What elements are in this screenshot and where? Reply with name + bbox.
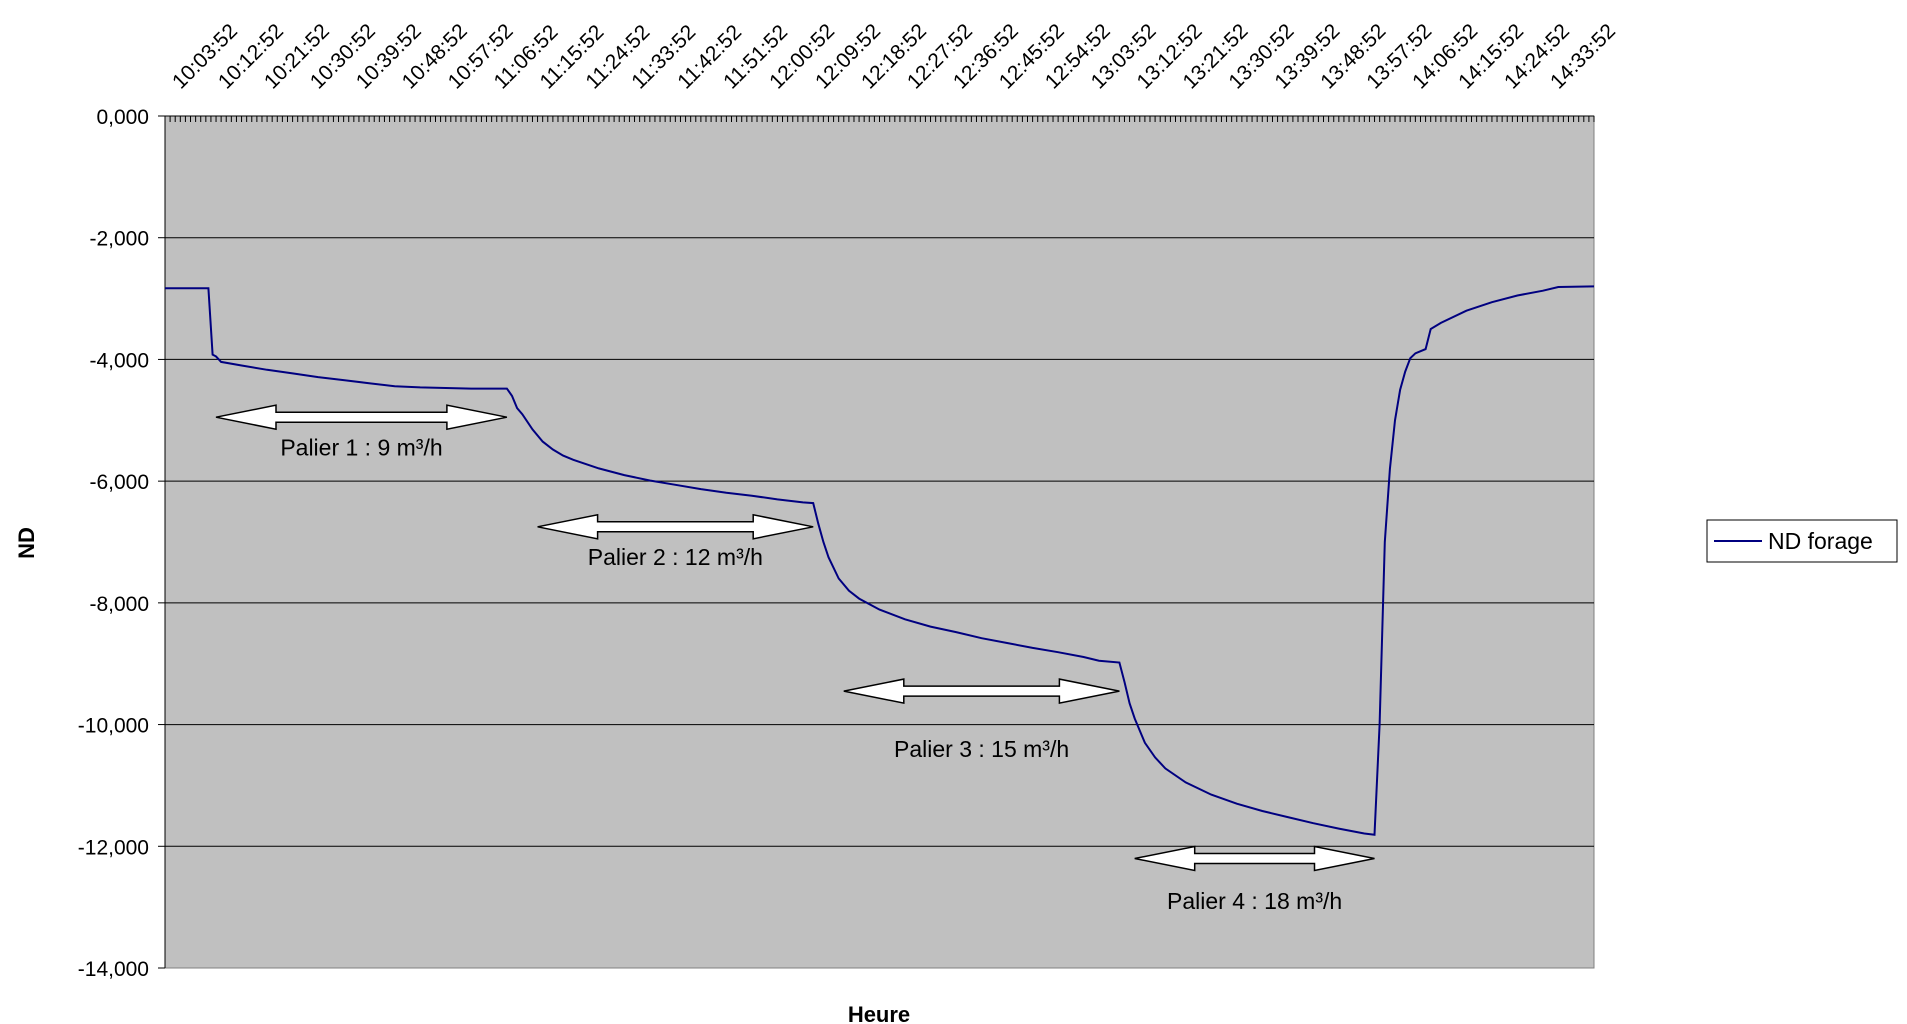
double-arrow <box>537 513 814 540</box>
y-axis-ticks: 0,000 -2,000 -4,000 -6,000 -8,000 -10,000 -12,… <box>78 106 166 981</box>
x-axis-ticks: 10:03:5210:12:5210:21:5210:30:5210:39:52… <box>168 19 1620 93</box>
annotations: Palier 1 : 9 m³/h Palier 2 : 12 m³/h Palie… <box>215 404 1375 914</box>
double-arrow <box>843 678 1120 705</box>
series-line-nd-forage <box>165 285 1595 836</box>
x-axis-title: Heure <box>848 1002 910 1024</box>
legend: ND forage <box>1706 519 1898 563</box>
double-arrow <box>215 404 508 431</box>
palier-label: Palier 4 : 18 m³/h <box>1167 888 1342 914</box>
y-tick-label: -6,000 <box>89 471 149 494</box>
y-tick-label: -12,000 <box>78 836 149 859</box>
grid-lines <box>165 115 1594 847</box>
x-minor-ticks <box>164 115 1595 122</box>
palier-label: Palier 2 : 12 m³/h <box>588 544 763 570</box>
palier-label: Palier 3 : 15 m³/h <box>894 736 1069 762</box>
palier-label: Palier 1 : 9 m³/h <box>280 435 442 461</box>
y-tick-label: -4,000 <box>89 349 149 372</box>
y-tick-label: -8,000 <box>89 593 149 616</box>
double-arrow <box>1134 845 1375 872</box>
y-tick-label: -10,000 <box>78 715 149 738</box>
y-axis-title: ND <box>14 527 39 559</box>
y-tick-label: -14,000 <box>78 958 149 981</box>
legend-label: ND forage <box>1768 528 1873 554</box>
y-tick-label: -2,000 <box>89 228 149 251</box>
y-tick-label: 0,000 <box>96 106 149 129</box>
plot-area <box>164 115 1595 969</box>
